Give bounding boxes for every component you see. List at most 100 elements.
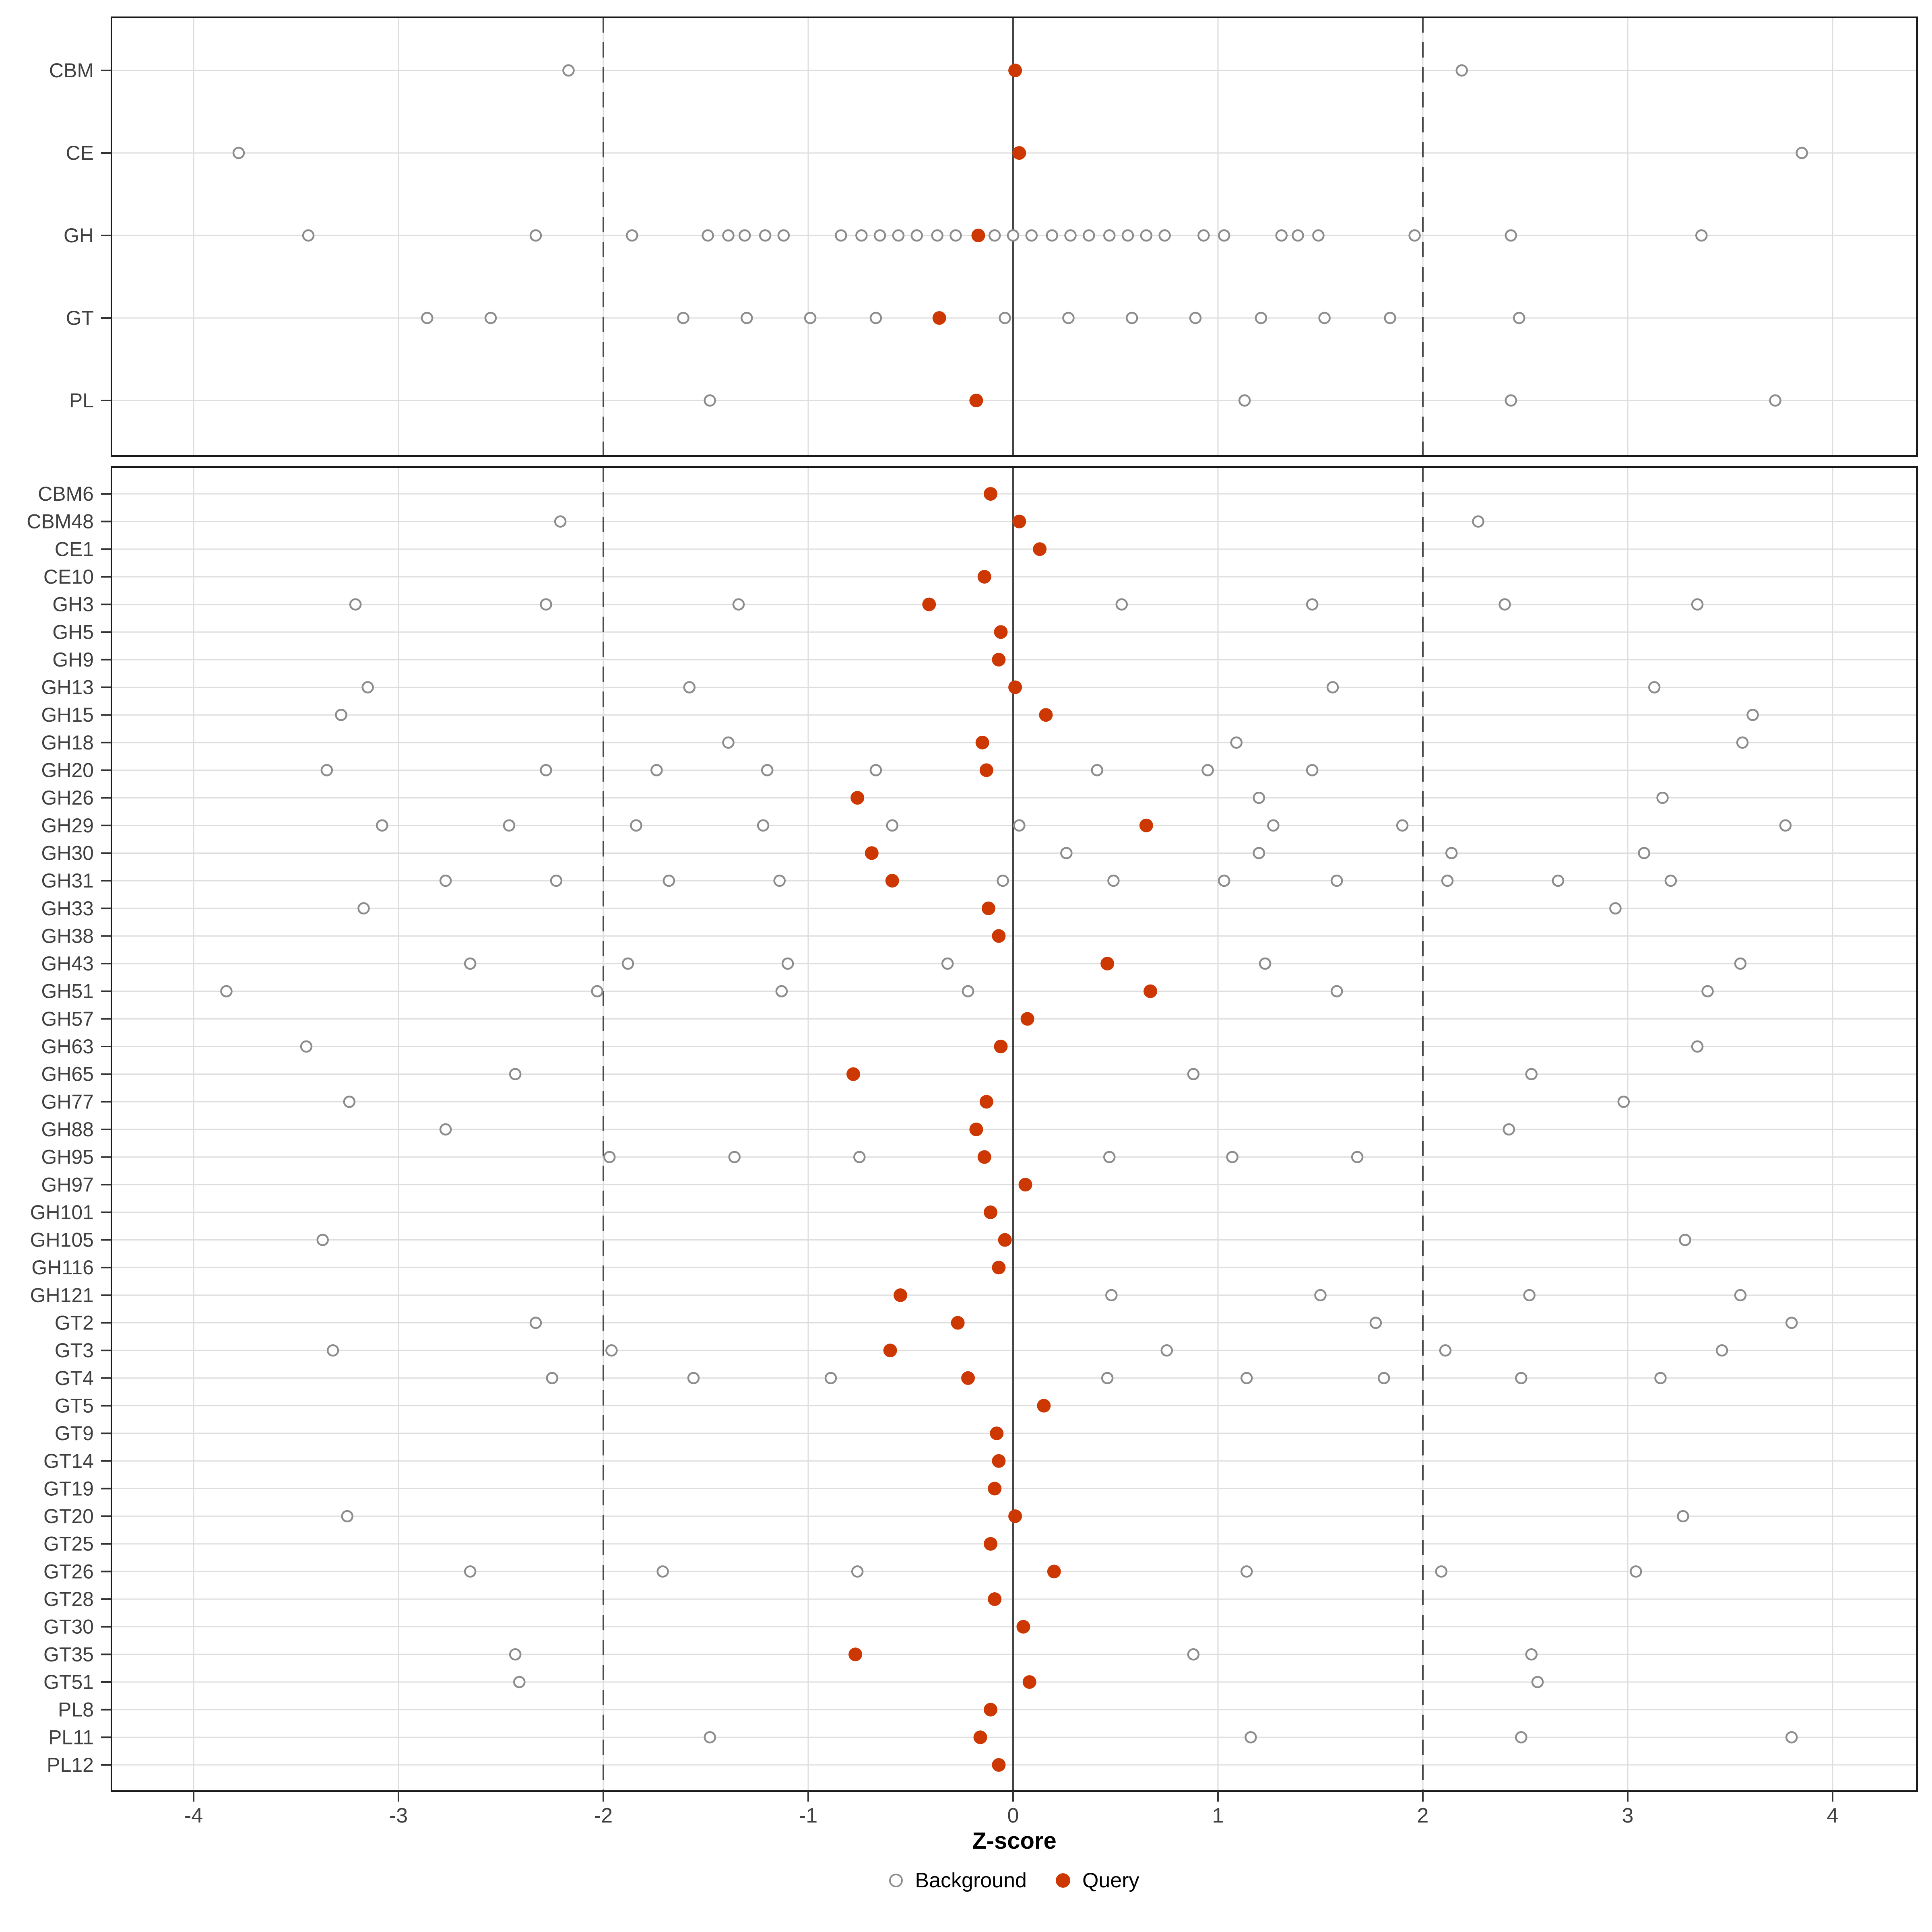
background-point — [851, 1565, 864, 1578]
background-point — [1103, 1151, 1116, 1163]
category-label: GH101 — [30, 1201, 94, 1224]
query-point — [1012, 146, 1026, 160]
query-point — [1020, 1012, 1034, 1026]
background-point — [1630, 1565, 1642, 1578]
background-point — [1306, 598, 1319, 611]
background-point — [1525, 1068, 1538, 1080]
background-point — [1187, 1068, 1200, 1080]
query-point — [988, 1592, 1002, 1606]
background-point — [1091, 764, 1103, 776]
background-point — [1267, 819, 1280, 832]
background-point — [1715, 1344, 1728, 1357]
category-label: GH38 — [41, 925, 94, 947]
background-point — [1664, 874, 1677, 887]
query-legend-label: Query — [1082, 1869, 1139, 1892]
background-point — [1779, 819, 1792, 832]
background-point — [562, 64, 575, 77]
background-point — [910, 229, 923, 242]
query-point — [1033, 542, 1047, 556]
background-point — [1503, 1123, 1515, 1136]
query-point — [951, 1316, 965, 1330]
category-label: GH97 — [41, 1173, 94, 1196]
category-label: CE — [66, 142, 94, 164]
panel-enzyme-families: CBM6 CBM48 CE1 CE10 GH3 GH5 GH9 GH13 GH15 GH18 GH2… — [27, 466, 1918, 1792]
background-point — [1330, 874, 1343, 887]
panel-enzyme-classes: CBM CE GH GT PL — [49, 17, 1918, 457]
category-label: CBM48 — [27, 510, 94, 533]
query-point — [848, 1647, 863, 1662]
legend: Background Query — [111, 1868, 1917, 1893]
legend-item-query: Query — [1055, 1868, 1139, 1893]
background-point — [232, 147, 245, 159]
category-label: PL11 — [48, 1726, 94, 1748]
background-point — [1617, 1096, 1630, 1108]
background-point — [300, 1040, 313, 1053]
query-point — [1008, 680, 1022, 694]
category-label: GH9 — [52, 648, 94, 671]
category-label: GH105 — [30, 1229, 94, 1251]
category-label: CBM6 — [38, 483, 94, 505]
background-point — [540, 764, 552, 776]
query-point — [1022, 1675, 1036, 1689]
background-point — [1505, 229, 1517, 242]
query-point — [894, 1288, 908, 1302]
x-tick-label: 0 — [1007, 1804, 1019, 1827]
background-point — [1677, 1510, 1689, 1523]
query-point — [998, 1233, 1012, 1247]
background-point — [656, 1565, 669, 1578]
query-point — [846, 1067, 860, 1081]
background-point — [1245, 1731, 1257, 1744]
background-point — [341, 1510, 353, 1523]
background-point — [1445, 847, 1458, 859]
background-point — [757, 819, 770, 832]
background-point — [605, 1344, 618, 1357]
query-point — [994, 625, 1008, 639]
background-point — [781, 957, 794, 970]
query-point — [865, 846, 879, 860]
category-label: GT4 — [55, 1367, 94, 1389]
category-label: GH26 — [41, 786, 94, 809]
query-point — [1008, 64, 1022, 77]
query-point — [977, 570, 991, 584]
background-point — [1609, 902, 1622, 914]
background-point — [1218, 229, 1230, 242]
background-point — [464, 957, 477, 970]
query-point — [992, 1758, 1006, 1772]
background-point — [873, 229, 886, 242]
category-label: GH95 — [41, 1146, 94, 1168]
category-label: GH77 — [41, 1090, 94, 1113]
background-point — [855, 229, 868, 242]
background-point — [464, 1565, 477, 1578]
background-point — [1140, 229, 1153, 242]
background-point — [529, 229, 542, 242]
query-point — [994, 1040, 1008, 1053]
background-point — [1439, 1344, 1452, 1357]
background-point — [1197, 229, 1210, 242]
category-label: GH57 — [41, 1007, 94, 1030]
background-point — [722, 736, 735, 749]
category-label: GT2 — [55, 1312, 94, 1334]
background-point — [677, 312, 689, 324]
background-point — [591, 985, 603, 997]
background-point — [1515, 1372, 1527, 1385]
category-label: GT — [66, 307, 94, 329]
query-point — [992, 1454, 1006, 1468]
background-point — [1107, 874, 1120, 887]
background-point — [775, 985, 788, 997]
background-point — [1318, 312, 1331, 324]
category-label: PL12 — [47, 1754, 94, 1776]
background-point — [824, 1372, 837, 1385]
background-point — [326, 1344, 339, 1357]
background-point — [1189, 312, 1202, 324]
background-point — [1230, 736, 1243, 749]
background-point — [999, 312, 1011, 324]
background-point — [1326, 681, 1339, 694]
query-point — [984, 1205, 998, 1219]
background-point — [941, 957, 954, 970]
category-label: GH20 — [41, 759, 94, 782]
background-point — [988, 229, 1001, 242]
background-point — [1378, 1372, 1390, 1385]
background-point — [1351, 1151, 1364, 1163]
background-point — [728, 1151, 741, 1163]
background-point — [1796, 147, 1808, 159]
